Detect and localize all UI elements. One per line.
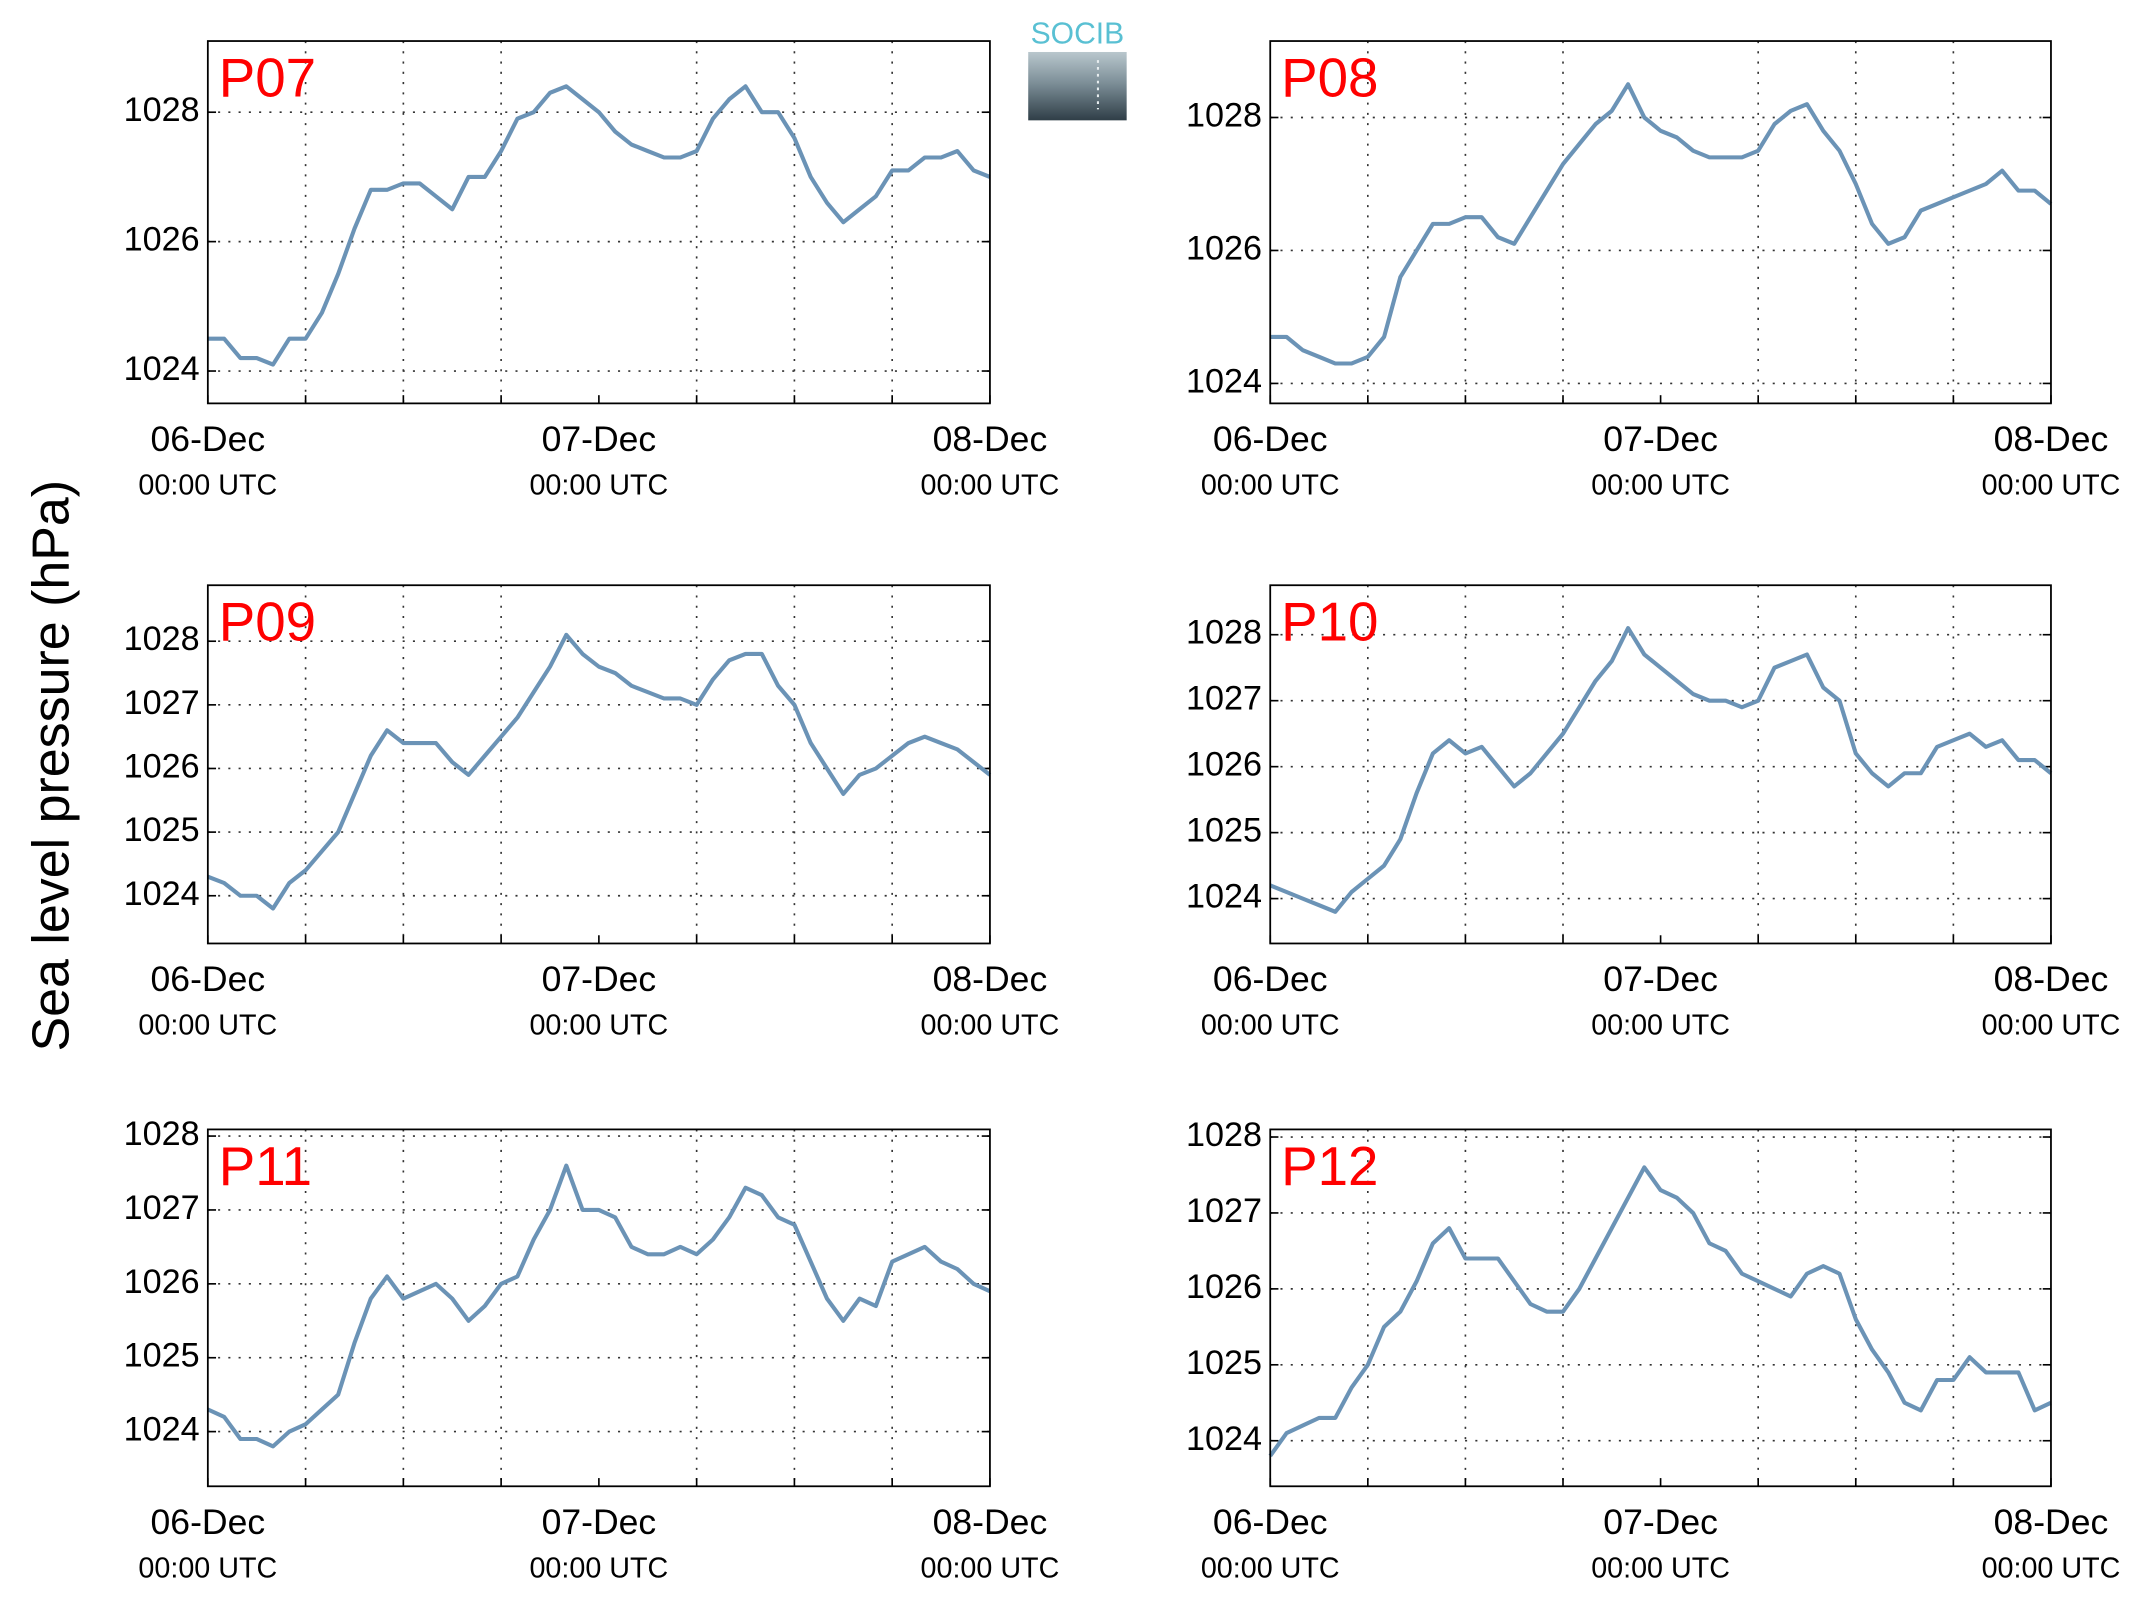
logo: SOCIB xyxy=(1028,18,1127,121)
y-tick-label: 1028 xyxy=(124,620,200,658)
y-tick-label: 1026 xyxy=(124,1263,200,1301)
x-tick-label: 08-Dec xyxy=(933,959,1048,999)
y-tick-label: 1027 xyxy=(1186,1192,1262,1230)
x-tick-sublabel: 00:00 UTC xyxy=(1591,1009,1730,1041)
y-tick-label: 1027 xyxy=(1186,680,1262,718)
x-tick-label: 07-Dec xyxy=(542,959,657,999)
x-tick-label: 06-Dec xyxy=(1213,959,1328,999)
data-line xyxy=(1270,82,2053,366)
x-tick-sublabel: 00:00 UTC xyxy=(138,469,277,501)
plot-frame xyxy=(206,1128,991,1488)
x-tick-sublabel: 00:00 UTC xyxy=(529,469,668,501)
y-tick-label: 1024 xyxy=(124,350,200,388)
y-tick-label: 1024 xyxy=(1186,878,1262,916)
data-line xyxy=(1268,1165,2052,1458)
x-tick-label: 07-Dec xyxy=(1603,1502,1718,1542)
y-axis-label: Sea level pressure (hPa) xyxy=(22,480,80,1052)
panel-title: P08 xyxy=(1281,47,1378,109)
y-tick-label: 1024 xyxy=(1186,1420,1262,1458)
data-line xyxy=(207,632,992,911)
y-tick-label: 1028 xyxy=(124,91,200,129)
panel: 1024 1026 1028 06-Dec 00:00 UTC 07-Dec 00:00 U… xyxy=(124,40,1060,501)
x-tick-label: 07-Dec xyxy=(1603,419,1718,459)
y-tick-label: 1028 xyxy=(124,1115,200,1153)
x-tick-sublabel: 00:00 UTC xyxy=(529,1552,668,1584)
y-tick-label: 1024 xyxy=(124,875,200,913)
panel: 1024 1026 1028 06-Dec 00:00 UTC 07-Dec 00:00 U… xyxy=(1186,40,2121,501)
y-tick-label: 1026 xyxy=(124,221,200,259)
x-tick-label: 08-Dec xyxy=(1994,419,2109,459)
x-tick-label: 06-Dec xyxy=(151,1502,266,1542)
y-tick-label: 1028 xyxy=(1186,1116,1262,1154)
panel-title: P10 xyxy=(1281,591,1378,653)
panel: 1024 1025 1026 1027 1028 06-Dec 00:00 UTC 07-De… xyxy=(1186,584,2121,1041)
panel: 1024 1025 1026 1027 1028 06-Dec 00:00 UTC 07-De… xyxy=(124,584,1060,1041)
y-tick-label: 1024 xyxy=(124,1411,200,1449)
panel: 1024 1025 1026 1027 1028 06-Dec 00:00 UTC 07-De… xyxy=(124,1115,1060,1584)
y-tick-label: 1026 xyxy=(1186,229,1262,267)
y-tick-label: 1025 xyxy=(1186,812,1262,850)
x-tick-sublabel: 00:00 UTC xyxy=(921,1009,1060,1041)
x-tick-sublabel: 00:00 UTC xyxy=(921,469,1060,501)
x-tick-sublabel: 00:00 UTC xyxy=(529,1009,668,1041)
x-tick-sublabel: 00:00 UTC xyxy=(138,1552,277,1584)
y-tick-label: 1027 xyxy=(124,1189,200,1227)
y-tick-label: 1025 xyxy=(124,1337,200,1375)
y-tick-label: 1024 xyxy=(1186,362,1262,400)
x-tick-label: 06-Dec xyxy=(151,419,266,459)
y-tick-label: 1028 xyxy=(1186,614,1262,652)
x-tick-sublabel: 00:00 UTC xyxy=(138,1009,277,1041)
logo-block xyxy=(1028,51,1127,121)
panel-title: P11 xyxy=(219,1135,312,1197)
logo-text: SOCIB xyxy=(1031,18,1125,51)
y-tick-label: 1027 xyxy=(124,684,200,722)
y-tick-label: 1026 xyxy=(1186,746,1262,784)
x-tick-sublabel: 00:00 UTC xyxy=(1982,1009,2121,1041)
data-line xyxy=(207,84,991,367)
x-tick-label: 08-Dec xyxy=(933,419,1048,459)
plot-frame xyxy=(1269,584,2052,945)
panel-title: P07 xyxy=(219,47,316,109)
panel: 1024 1025 1026 1027 1028 06-Dec 00:00 UTC 07-De… xyxy=(1186,1116,2120,1584)
panel-title: P12 xyxy=(1281,1135,1378,1197)
x-tick-label: 08-Dec xyxy=(933,1502,1048,1542)
data-line xyxy=(206,1163,991,1449)
plot-frame xyxy=(206,40,991,405)
x-tick-label: 07-Dec xyxy=(542,1502,657,1542)
x-tick-label: 08-Dec xyxy=(1994,1502,2109,1542)
x-tick-label: 06-Dec xyxy=(1213,419,1328,459)
x-tick-sublabel: 00:00 UTC xyxy=(1591,469,1730,501)
x-tick-sublabel: 00:00 UTC xyxy=(1201,1552,1340,1584)
y-tick-label: 1026 xyxy=(124,748,200,786)
y-tick-label: 1026 xyxy=(1186,1268,1262,1306)
x-tick-sublabel: 00:00 UTC xyxy=(1201,469,1340,501)
x-tick-label: 06-Dec xyxy=(1213,1502,1328,1542)
x-tick-sublabel: 00:00 UTC xyxy=(1591,1552,1730,1584)
x-tick-label: 08-Dec xyxy=(1994,959,2109,999)
panel-title: P09 xyxy=(219,591,316,653)
x-tick-label: 06-Dec xyxy=(151,959,266,999)
y-tick-label: 1025 xyxy=(1186,1344,1262,1382)
x-tick-sublabel: 00:00 UTC xyxy=(1201,1009,1340,1041)
y-tick-label: 1025 xyxy=(124,811,200,849)
x-tick-sublabel: 00:00 UTC xyxy=(1982,1552,2121,1584)
plot-frame xyxy=(1269,1128,2052,1488)
plot-frame xyxy=(206,584,991,945)
x-tick-sublabel: 00:00 UTC xyxy=(921,1552,1060,1584)
x-tick-label: 07-Dec xyxy=(1603,959,1718,999)
y-tick-label: 1028 xyxy=(1186,97,1262,135)
data-line xyxy=(1269,626,2053,914)
x-tick-label: 07-Dec xyxy=(542,419,657,459)
plot-frame xyxy=(1269,40,2052,405)
x-tick-sublabel: 00:00 UTC xyxy=(1982,469,2121,501)
